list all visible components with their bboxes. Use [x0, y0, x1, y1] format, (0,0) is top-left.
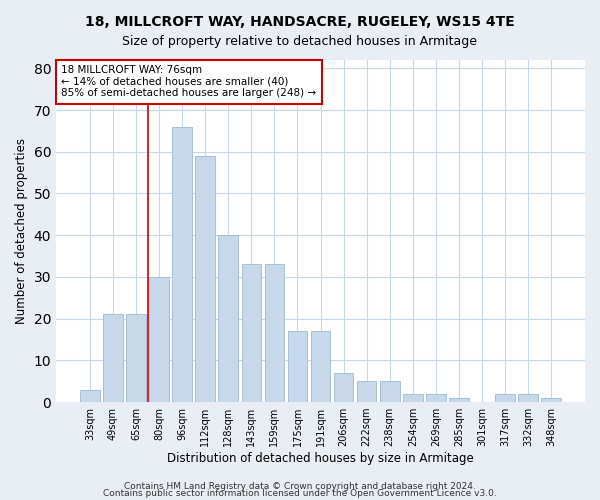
- Text: Contains HM Land Registry data © Crown copyright and database right 2024.: Contains HM Land Registry data © Crown c…: [124, 482, 476, 491]
- Bar: [242, 264, 261, 402]
- Bar: [449, 398, 469, 402]
- X-axis label: Distribution of detached houses by size in Armitage: Distribution of detached houses by size …: [167, 452, 474, 465]
- Bar: [149, 277, 169, 402]
- Text: 18, MILLCROFT WAY, HANDSACRE, RUGELEY, WS15 4TE: 18, MILLCROFT WAY, HANDSACRE, RUGELEY, W…: [85, 15, 515, 29]
- Y-axis label: Number of detached properties: Number of detached properties: [15, 138, 28, 324]
- Bar: [287, 331, 307, 402]
- Bar: [172, 126, 192, 402]
- Text: Contains public sector information licensed under the Open Government Licence v3: Contains public sector information licen…: [103, 489, 497, 498]
- Bar: [357, 381, 376, 402]
- Bar: [518, 394, 538, 402]
- Bar: [80, 390, 100, 402]
- Bar: [495, 394, 515, 402]
- Bar: [103, 314, 123, 402]
- Bar: [265, 264, 284, 402]
- Bar: [196, 156, 215, 402]
- Bar: [541, 398, 561, 402]
- Text: Size of property relative to detached houses in Armitage: Size of property relative to detached ho…: [122, 35, 478, 48]
- Bar: [126, 314, 146, 402]
- Bar: [218, 235, 238, 402]
- Bar: [334, 373, 353, 402]
- Bar: [311, 331, 331, 402]
- Text: 18 MILLCROFT WAY: 76sqm
← 14% of detached houses are smaller (40)
85% of semi-de: 18 MILLCROFT WAY: 76sqm ← 14% of detache…: [61, 65, 316, 98]
- Bar: [426, 394, 446, 402]
- Bar: [403, 394, 422, 402]
- Bar: [380, 381, 400, 402]
